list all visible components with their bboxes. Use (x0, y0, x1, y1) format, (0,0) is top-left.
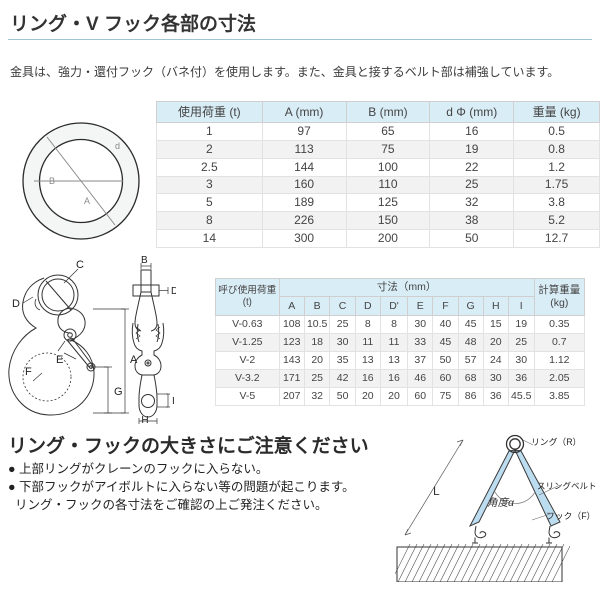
svg-text:スリングベルト: スリングベルト (537, 481, 597, 491)
svg-text:B: B (141, 255, 148, 266)
svg-text:C: C (76, 259, 84, 271)
svg-text:角度α: 角度α (487, 497, 515, 509)
svg-text:A: A (84, 196, 90, 206)
svg-text:G: G (114, 386, 123, 398)
svg-text:I: I (172, 396, 175, 407)
svg-text:d: d (115, 141, 120, 151)
svg-text:リング（R）: リング（R） (531, 436, 581, 447)
svg-text:フック（F）: フック（F） (546, 511, 595, 521)
svg-text:D': D' (171, 286, 176, 297)
svg-text:E: E (56, 354, 63, 366)
svg-text:D: D (12, 298, 20, 310)
svg-text:B: B (49, 176, 55, 186)
svg-text:F: F (25, 366, 32, 378)
svg-text:L: L (433, 484, 440, 498)
svg-text:H: H (141, 415, 148, 426)
